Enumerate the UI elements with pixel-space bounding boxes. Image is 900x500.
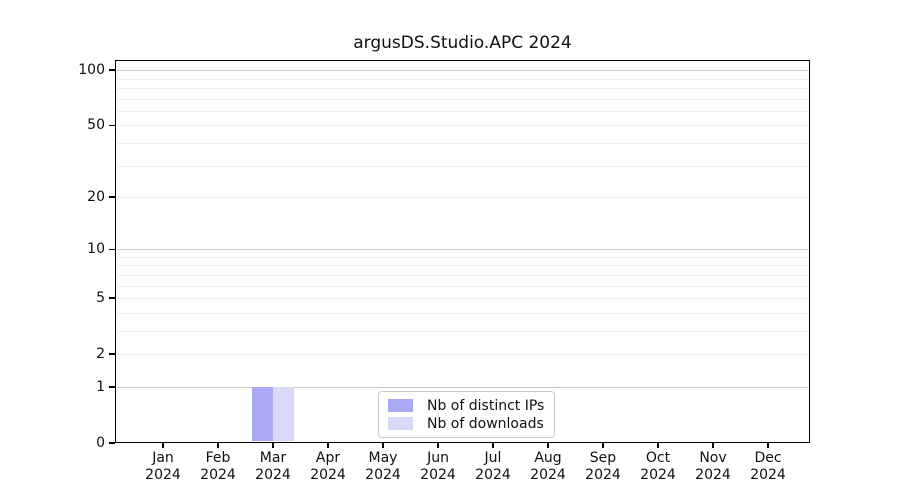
x-tick-oct xyxy=(657,443,659,448)
gridline-80 xyxy=(117,87,808,89)
x-tick-feb xyxy=(217,443,219,448)
y-tick-0 xyxy=(109,442,115,444)
x-tick-label-aug: Aug 2024 xyxy=(530,450,566,483)
gridline-40 xyxy=(117,142,808,144)
x-tick-may xyxy=(382,443,384,448)
gridline-20 xyxy=(117,197,808,198)
y-tick-20 xyxy=(109,196,115,198)
x-tick-mar xyxy=(272,443,274,448)
gridline-4 xyxy=(117,312,808,314)
gridline-3 xyxy=(117,330,808,332)
legend-swatch-distinct-ips xyxy=(388,399,413,412)
x-tick-label-may: May 2024 xyxy=(365,450,401,483)
gridline-30 xyxy=(117,165,808,167)
x-tick-jan xyxy=(162,443,164,448)
y-tick-label-100: 100 xyxy=(78,62,105,79)
legend-label-downloads: Nb of downloads xyxy=(427,415,544,432)
gridline-7 xyxy=(117,274,808,276)
legend-item: Nb of downloads xyxy=(388,415,544,432)
y-tick-label-5: 5 xyxy=(96,290,105,307)
gridline-1 xyxy=(117,386,808,388)
y-tick-label-0: 0 xyxy=(96,435,105,451)
bar-nb-of-distinct-ips-mar-2024 xyxy=(252,386,273,442)
y-tick-label-1: 1 xyxy=(96,378,105,395)
legend-item: Nb of distinct IPs xyxy=(388,397,545,414)
x-tick-dec xyxy=(767,443,769,448)
y-tick-label-2: 2 xyxy=(96,346,105,363)
gridline-50 xyxy=(117,125,808,127)
x-tick-label-feb: Feb 2024 xyxy=(200,450,236,483)
legend-label-distinct-ips: Nb of distinct IPs xyxy=(427,397,545,414)
y-tick-1 xyxy=(109,386,115,388)
x-tick-label-dec: Dec 2024 xyxy=(750,450,786,483)
y-tick-10 xyxy=(109,248,115,250)
y-tick-5 xyxy=(109,297,115,299)
x-tick-label-nov: Nov 2024 xyxy=(695,450,731,483)
x-tick-label-sep: Sep 2024 xyxy=(585,450,621,483)
gridline-90 xyxy=(117,78,808,80)
gridline-5 xyxy=(117,298,808,300)
chart-title: argusDS.Studio.APC 2024 xyxy=(353,33,572,53)
gridline-10 xyxy=(117,249,808,251)
x-tick-label-jun: Jun 2024 xyxy=(420,450,456,483)
bar-nb-of-downloads-mar-2024 xyxy=(273,386,294,442)
y-tick-label-20: 20 xyxy=(87,189,105,205)
x-tick-apr xyxy=(327,443,329,448)
x-tick-aug xyxy=(547,443,549,448)
x-tick-label-mar: Mar 2024 xyxy=(255,450,291,483)
gridline-6 xyxy=(117,285,808,287)
x-tick-nov xyxy=(712,443,714,448)
legend: Nb of distinct IPs Nb of downloads xyxy=(378,391,556,438)
gridline-70 xyxy=(117,98,808,100)
y-tick-label-50: 50 xyxy=(87,117,105,134)
plot-area xyxy=(115,60,810,443)
gridline-2 xyxy=(117,354,808,356)
y-tick-2 xyxy=(109,353,115,355)
x-tick-label-jul: Jul 2024 xyxy=(475,450,511,483)
legend-swatch-downloads xyxy=(388,417,413,430)
x-tick-jul xyxy=(492,443,494,448)
x-tick-label-oct: Oct 2024 xyxy=(640,450,676,483)
x-tick-label-jan: Jan 2024 xyxy=(145,450,181,483)
x-tick-jun xyxy=(437,443,439,448)
gridline-100 xyxy=(117,70,808,72)
x-tick-label-apr: Apr 2024 xyxy=(310,450,346,483)
gridline-8 xyxy=(117,265,808,267)
gridline-60 xyxy=(117,110,808,112)
gridline-9 xyxy=(117,256,808,258)
y-tick-100 xyxy=(109,69,115,71)
y-tick-label-10: 10 xyxy=(87,241,105,258)
x-tick-sep xyxy=(602,443,604,448)
y-tick-50 xyxy=(109,124,115,127)
